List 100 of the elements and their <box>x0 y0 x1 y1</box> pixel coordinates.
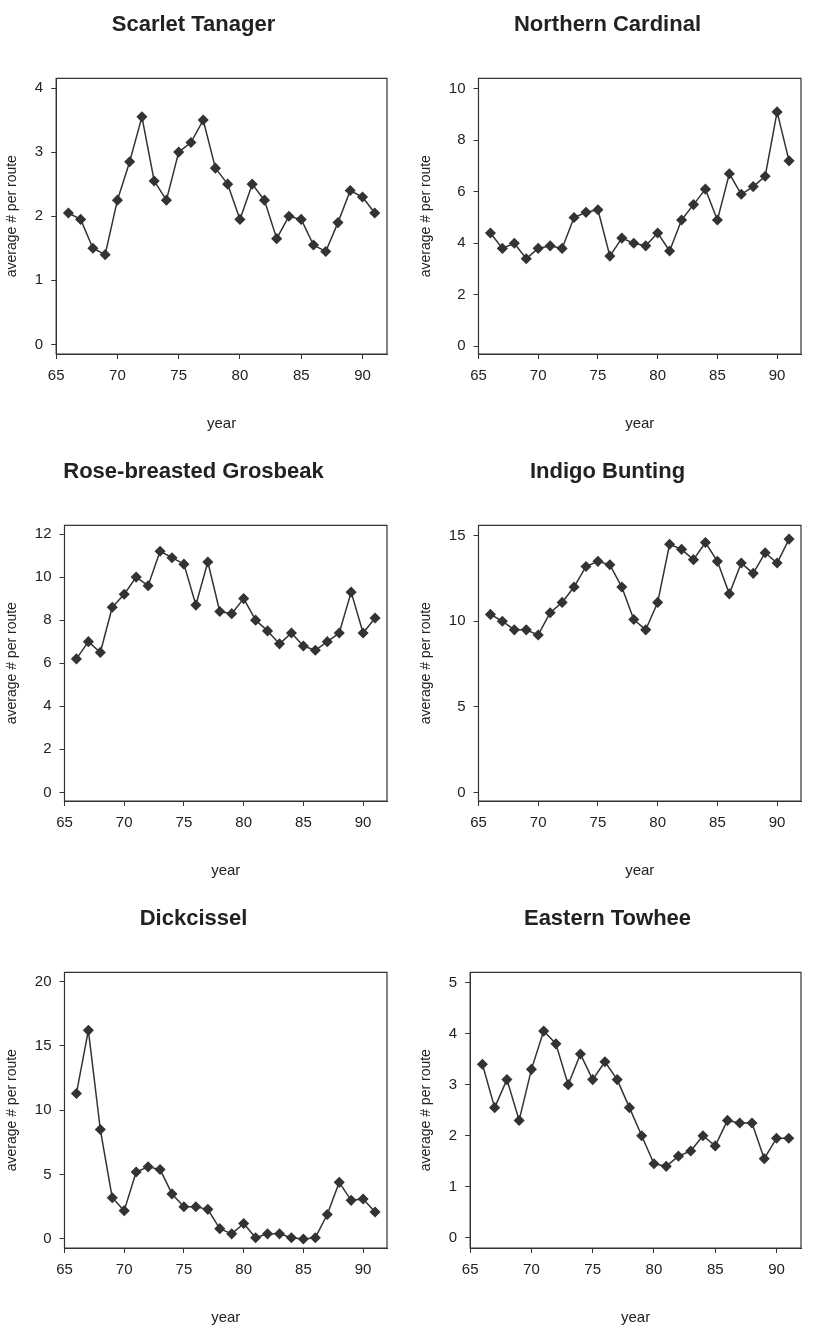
x-tick-label: 70 <box>109 366 126 384</box>
point <box>676 214 687 226</box>
y-tick-label: 4 <box>34 78 44 96</box>
x-tick-label: 80 <box>231 366 249 384</box>
x-tick-label: 90 <box>768 1260 785 1278</box>
point <box>636 1130 647 1141</box>
point <box>178 558 190 570</box>
x-axis-title: year <box>625 414 655 432</box>
point <box>648 1158 660 1170</box>
point <box>71 1088 82 1099</box>
x-tick-label: 80 <box>649 366 666 384</box>
point <box>344 185 356 196</box>
point <box>130 1166 142 1178</box>
point <box>130 571 142 583</box>
x-tick-label: 70 <box>529 813 547 831</box>
point <box>202 1204 214 1215</box>
point <box>736 557 747 569</box>
point <box>286 627 297 639</box>
point <box>166 552 178 563</box>
point <box>521 624 532 636</box>
point <box>259 194 270 206</box>
point <box>142 580 154 591</box>
point <box>178 1201 190 1213</box>
point <box>190 599 202 611</box>
point <box>685 1145 696 1157</box>
point <box>783 155 795 167</box>
y-tick-label: 10 <box>448 611 466 629</box>
y-axis-title: average # per route <box>417 1048 434 1172</box>
point <box>556 243 568 254</box>
point <box>477 1059 488 1070</box>
point <box>286 1232 297 1243</box>
point <box>161 194 172 206</box>
point <box>664 245 675 257</box>
y-tick-label: 1 <box>448 1176 458 1194</box>
point <box>724 168 735 179</box>
y-tick-label: 2 <box>34 206 44 224</box>
chart-title: Indigo Bunting <box>529 458 686 484</box>
point <box>640 624 651 636</box>
point <box>214 1223 226 1234</box>
point <box>87 243 99 254</box>
point <box>332 217 344 228</box>
y-axis-title: average # per route <box>417 154 434 278</box>
point <box>532 243 544 254</box>
point <box>357 627 369 639</box>
point <box>509 624 520 636</box>
x-tick-label: 75 <box>170 366 188 384</box>
point <box>771 106 783 118</box>
x-tick-label: 85 <box>295 1260 312 1278</box>
point <box>550 1038 562 1050</box>
y-tick-label: 0 <box>457 782 466 800</box>
point <box>712 556 723 567</box>
point <box>142 1161 154 1173</box>
y-tick-label: 15 <box>448 525 466 543</box>
y-tick-label: 2 <box>448 1125 458 1143</box>
point <box>688 199 699 210</box>
y-tick-label: 15 <box>34 1035 52 1053</box>
point <box>526 1064 537 1075</box>
x-tick-label: 75 <box>175 1260 193 1278</box>
point <box>345 586 357 598</box>
x-tick-label: 90 <box>354 1260 372 1278</box>
point <box>544 607 556 618</box>
x-tick-label: 85 <box>706 1260 724 1278</box>
x-tick-label: 85 <box>295 813 312 831</box>
x-tick-label: 75 <box>584 1260 602 1278</box>
point <box>501 1074 513 1085</box>
point <box>310 1232 321 1243</box>
point <box>75 214 86 225</box>
point <box>262 625 273 637</box>
point <box>369 207 380 219</box>
point <box>587 1074 598 1085</box>
y-tick-label: 10 <box>34 567 52 585</box>
point <box>712 214 723 226</box>
point <box>575 1048 586 1060</box>
point <box>485 609 496 620</box>
point <box>616 581 628 593</box>
point <box>676 544 687 555</box>
point <box>118 589 130 600</box>
point <box>322 636 333 647</box>
point <box>310 645 321 656</box>
point <box>369 1206 381 1218</box>
x-tick-label: 65 <box>470 366 487 384</box>
point <box>197 114 209 126</box>
point <box>173 146 184 158</box>
x-tick-label: 70 <box>115 813 133 831</box>
point <box>489 1102 500 1113</box>
point <box>652 227 663 239</box>
point <box>202 556 214 568</box>
y-tick-label: 0 <box>34 334 44 352</box>
point <box>746 1117 758 1129</box>
point <box>497 243 508 254</box>
point <box>154 545 166 557</box>
point <box>697 1130 709 1141</box>
y-axis-title: average # per route <box>3 601 20 725</box>
point <box>166 1188 178 1200</box>
y-tick-label: 10 <box>34 1100 52 1118</box>
point <box>771 1133 782 1144</box>
point <box>783 533 795 545</box>
point <box>250 614 261 626</box>
point <box>369 612 381 624</box>
point <box>771 557 783 569</box>
